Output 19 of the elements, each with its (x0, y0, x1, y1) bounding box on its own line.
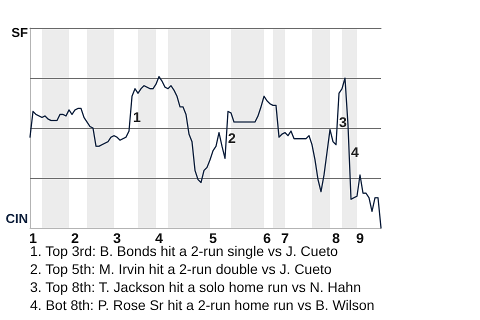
x-tick-label: 7 (281, 230, 290, 246)
annotation: 2 (228, 130, 236, 146)
x-tick-label: 9 (356, 230, 364, 246)
x-tick-label: 2 (71, 230, 80, 246)
annotation: 3 (339, 114, 347, 130)
x-tick-label: 5 (209, 230, 218, 246)
text: 1. Top 3rd: B. Bonds hit a 2-run single vs J. Cueto (30, 243, 338, 259)
text: CIN (6, 211, 28, 226)
x-tick-label: 6 (263, 230, 272, 246)
x-tick-label: 8 (332, 230, 340, 246)
annotation: 4 (351, 144, 359, 160)
x-tick-label: 4 (155, 230, 164, 246)
text: 4. Bot 8th: P. Rose Sr hit a 2-run home run vs B. Wilson (30, 297, 374, 313)
annotation: 1 (133, 109, 141, 125)
text: SF (11, 25, 28, 40)
x-tick-label: 1 (29, 230, 38, 246)
text: 2. Top 5th: M. Irvin hit a 2-run double vs J. Cueto (30, 261, 332, 277)
text: 3. Top 8th: T. Jackson hit a solo home run vs N. Hahn (30, 279, 361, 295)
x-tick-label: 3 (113, 230, 122, 246)
